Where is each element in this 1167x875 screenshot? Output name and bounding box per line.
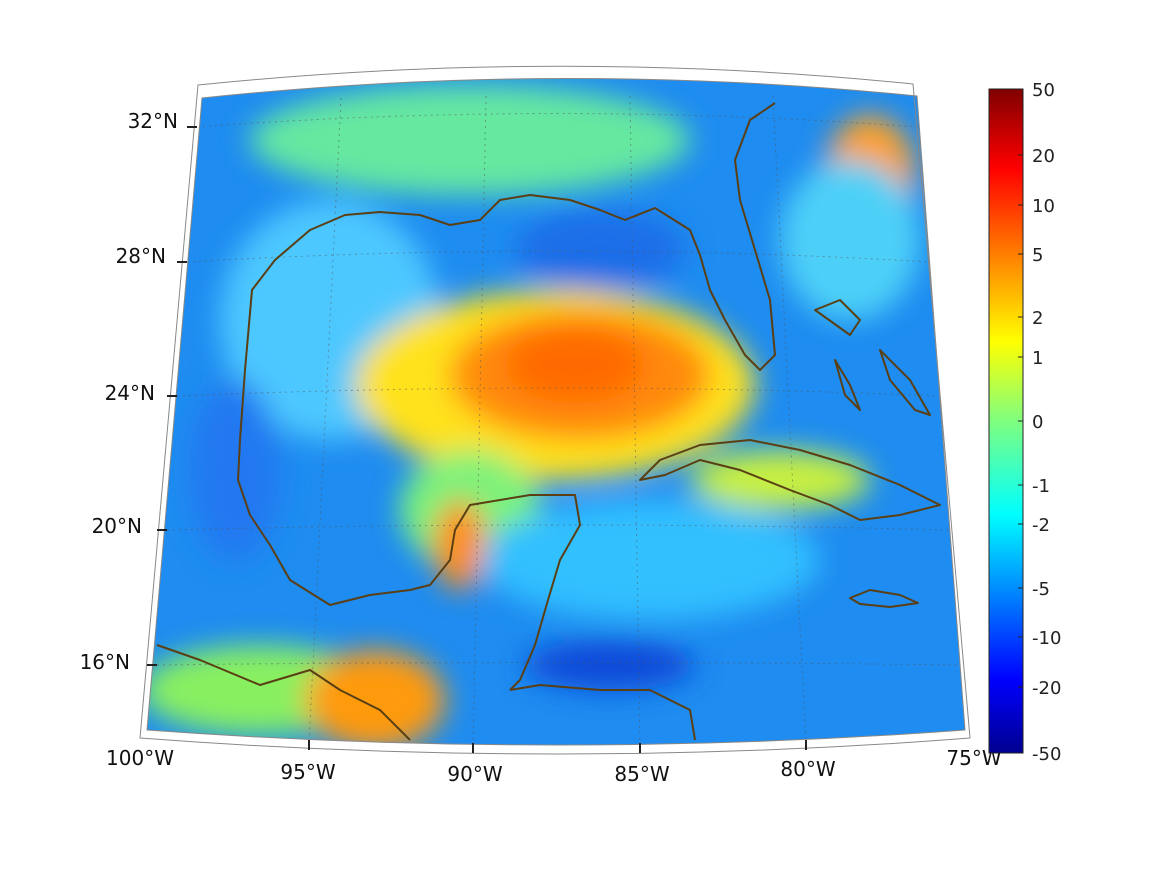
lon-label-95w: 95°W [280,760,335,784]
coastline-bahamas-1 [814,299,861,336]
field-northern-gulf-green [250,85,690,195]
coastline-jamaica [849,589,919,608]
coastline-honduras [509,684,696,741]
field-atlantic-cyan [780,160,920,320]
lon-label-100w: 100°W [106,746,174,770]
lat-label-28n: 28°N [116,244,166,268]
lon-label-90w: 90°W [447,762,502,786]
field-caribbean-cyan [480,500,820,620]
field-campeche-orange [434,500,486,590]
map-frame [139,65,971,755]
coastline-central-america [156,644,411,741]
lat-label-20n: 20°N [92,514,142,538]
frame-ticks [147,126,807,753]
graticule [156,95,963,745]
colorbar-tick-neg10: -10 [1032,628,1061,649]
map-field [147,78,965,745]
coastlines [156,102,941,741]
lat-label-32n: 32°N [128,109,178,133]
field-cuba-yellow [690,450,870,510]
colorbar-tick-50: 50 [1032,80,1055,101]
field-west-coast-blue [190,380,280,560]
coastline-gulf-north [239,102,776,441]
colorbar-tick-neg1: -1 [1032,476,1050,497]
field-central-gulf-core [505,327,645,403]
lon-label-85w: 85°W [614,762,669,786]
colorbar-tick-neg5: -5 [1032,579,1050,600]
colorbar: 50 20 10 5 2 1 0 -1 -2 -5 -10 -20 -50 [988,80,1061,765]
colorbar-tick-neg2: -2 [1032,515,1050,536]
colorbar-tick-5: 5 [1032,245,1043,266]
colorbar-tick-neg50: -50 [1032,744,1061,765]
coastline-bahamas-2 [879,349,931,416]
colorbar-tick-1: 1 [1032,348,1043,369]
lon-label-80w: 80°W [780,757,835,781]
field-southern-orange [305,650,445,745]
colorbar-tick-20: 20 [1032,146,1055,167]
colorbar-tick-neg20: -20 [1032,678,1061,699]
colorbar-tick-2: 2 [1032,308,1043,329]
coastline-bahamas-3 [834,359,861,411]
field-honduras-blue [525,640,695,690]
lat-label-16n: 16°N [80,650,130,674]
field-northeast-gulf-blue [515,210,685,290]
lat-label-24n: 24°N [105,381,155,405]
colorbar-tick-0: 0 [1032,412,1043,433]
coastline-cuba [639,439,941,521]
colorbar-tick-10: 10 [1032,196,1055,217]
coastline-mexico [237,439,581,691]
colorbar-gradient [988,88,1024,754]
